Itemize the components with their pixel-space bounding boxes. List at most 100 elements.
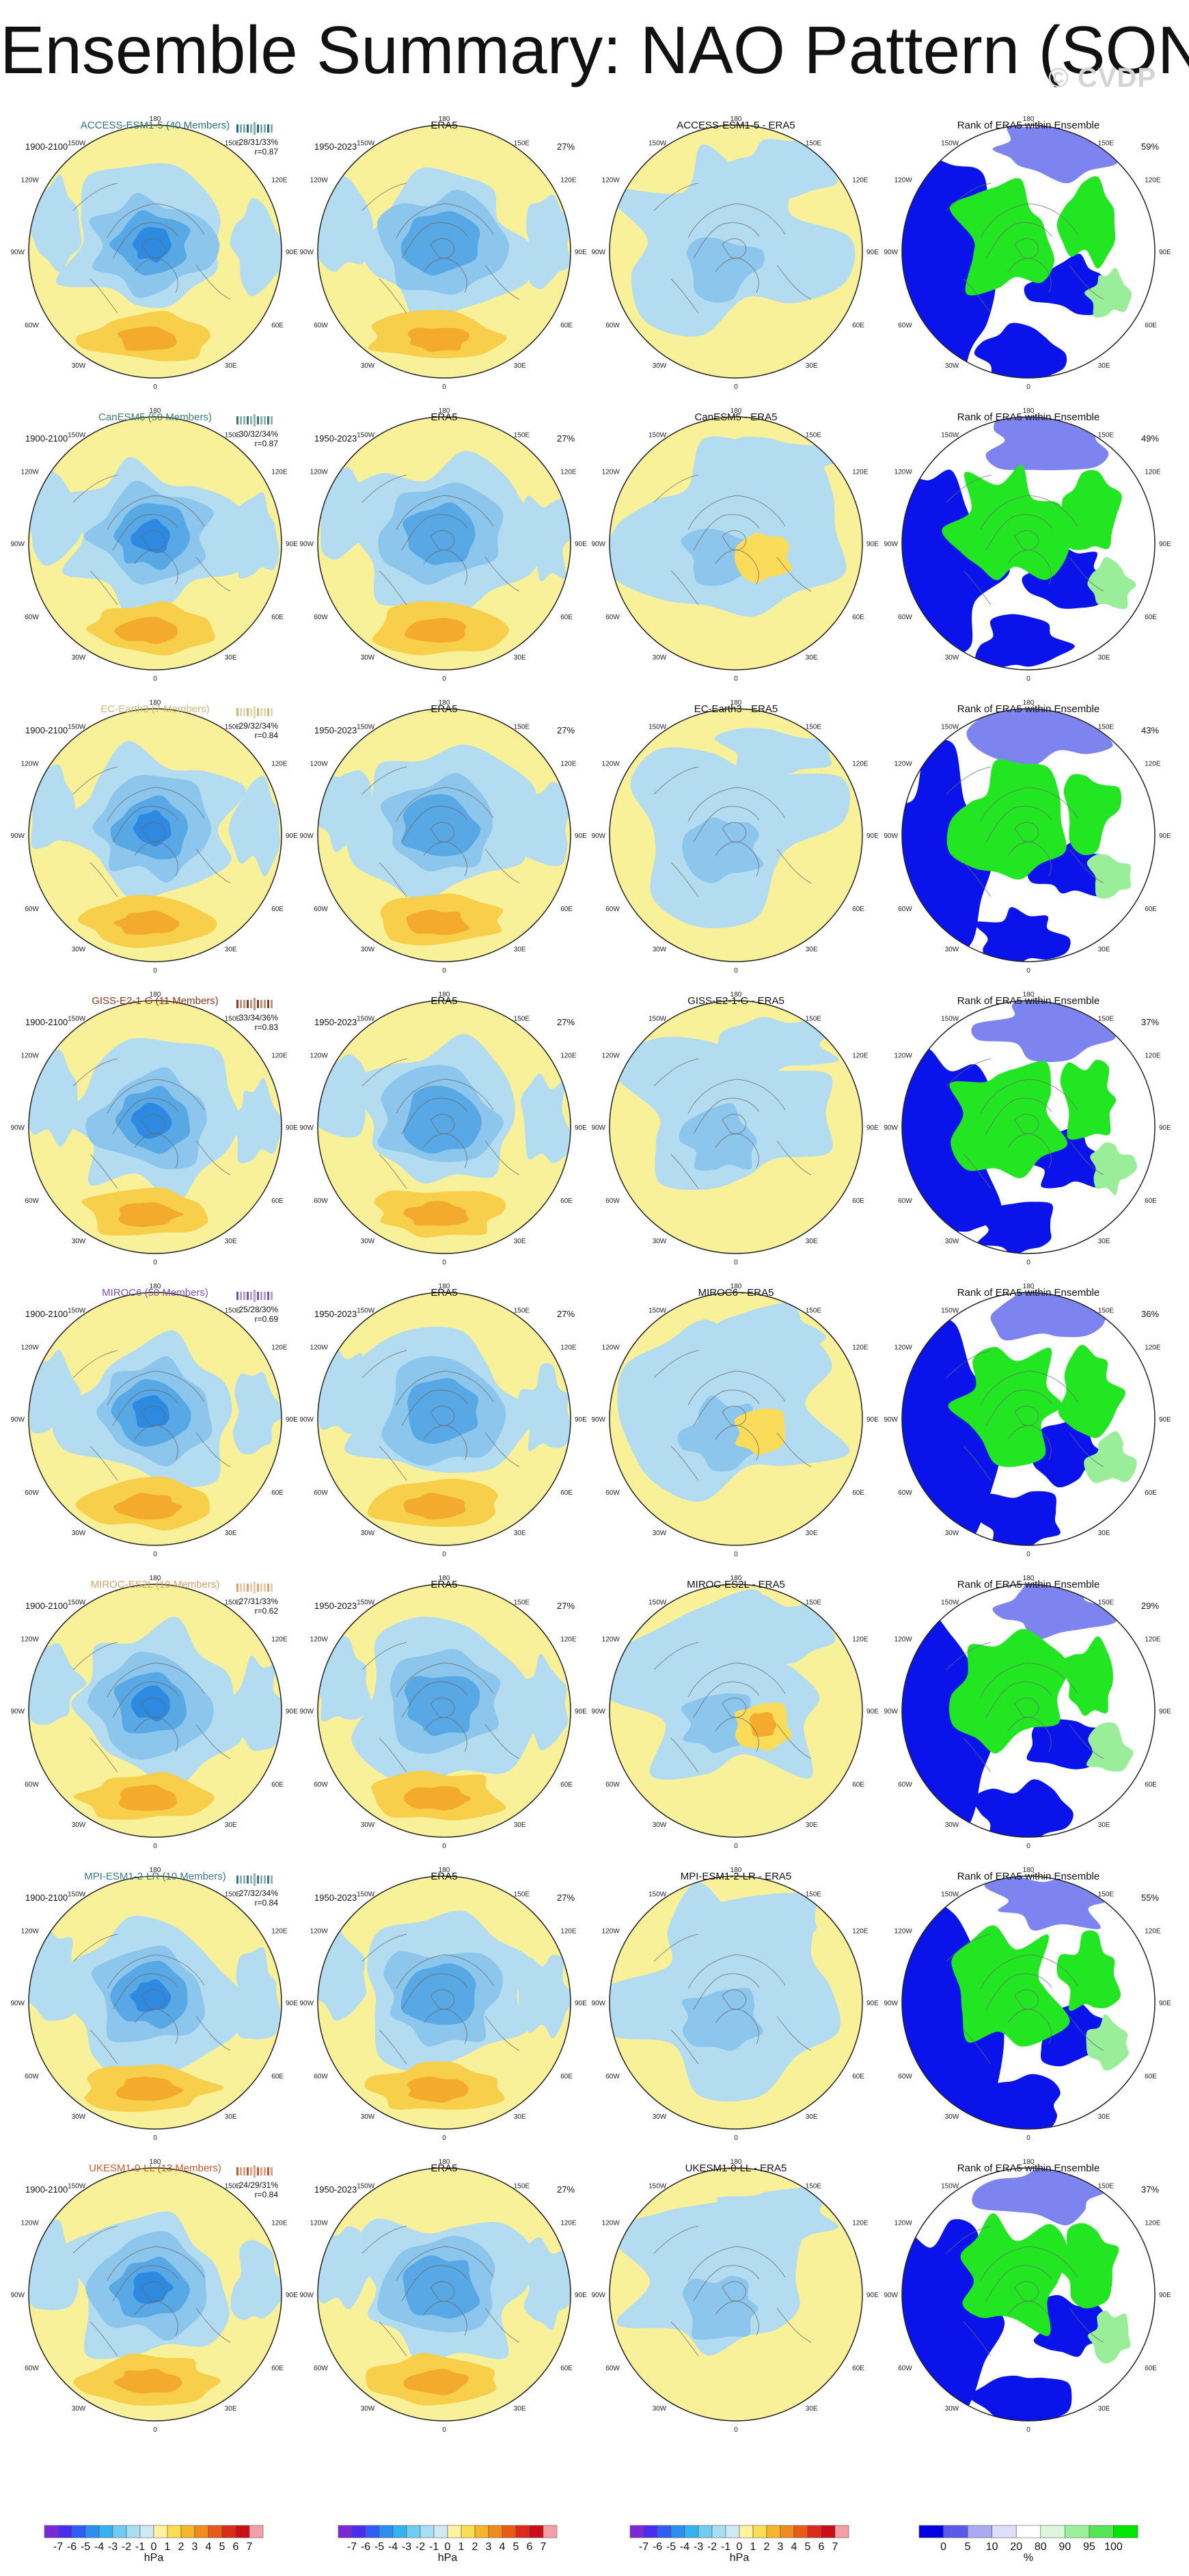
lon-label-bottom: 0 xyxy=(153,1551,157,1558)
lon-label-right: 90E xyxy=(575,1708,587,1716)
member-distribution-glyph xyxy=(234,706,275,718)
lon-label-upper-right-outer: 120E xyxy=(560,760,577,768)
lon-label-upper-right-outer: 120E xyxy=(271,468,288,476)
lon-label-upper-left-inner: 150W xyxy=(357,432,375,439)
lon-label-lower-right-outer: 60E xyxy=(560,1781,573,1789)
glyph-tick xyxy=(236,1875,238,1884)
colorbar-tick-label: -7 xyxy=(53,2541,63,2553)
lon-label-left: 90W xyxy=(591,832,605,840)
lon-label-right: 90E xyxy=(575,1416,587,1424)
colorbar-tick-label: 5 xyxy=(219,2541,226,2553)
lon-label-lower-left-inner: 30W xyxy=(945,1821,959,1829)
glyph-tick xyxy=(257,1875,259,1884)
colorbar-tick-label: -3 xyxy=(108,2541,118,2553)
lon-label-lower-left-outer: 60W xyxy=(25,322,39,329)
glyph-tick xyxy=(243,1875,245,1884)
lon-label-lower-right-inner: 30E xyxy=(514,362,526,370)
colorbar-unit: hPa xyxy=(730,2552,750,2564)
ensemble-stats: 25/28/30% r=0.69 xyxy=(230,1305,278,1324)
lon-label-right: 90E xyxy=(866,541,879,548)
glyph-tick xyxy=(240,124,242,133)
lon-label-upper-left-outer: 120W xyxy=(21,176,40,184)
model-title: CanESM5 (50 Members) xyxy=(98,411,212,423)
lon-label-upper-left-inner: 150W xyxy=(357,2183,375,2191)
lon-label-upper-right-outer: 120E xyxy=(271,760,288,768)
lon-label-lower-left-inner: 30W xyxy=(72,2113,86,2121)
lon-label-upper-right-inner: 150E xyxy=(806,432,822,439)
lon-label-lower-right-outer: 60E xyxy=(560,1197,573,1205)
lon-label-upper-right-outer: 120E xyxy=(271,1344,288,1351)
glyph-tick xyxy=(271,1875,273,1884)
lon-label-lower-right-inner: 30E xyxy=(514,2113,526,2121)
lon-label-lower-right-inner: 30E xyxy=(225,2405,237,2413)
lon-label-lower-right-inner: 30E xyxy=(1098,1238,1110,1245)
lon-label-lower-right-outer: 60E xyxy=(1145,2365,1157,2372)
ensemble-stats: 33/34/36% r=0.83 xyxy=(230,1013,278,1032)
glyph-tick xyxy=(247,1584,249,1592)
lon-label-lower-left-inner: 30W xyxy=(945,362,959,370)
lon-label-lower-left-inner: 30W xyxy=(653,2113,667,2121)
colorbar-tick-label: -6 xyxy=(361,2541,370,2553)
lon-label-upper-right-inner: 150E xyxy=(1098,140,1115,148)
lon-label-lower-right-inner: 30E xyxy=(225,1238,237,1245)
colorbar-tick-label: 3 xyxy=(486,2541,492,2553)
colorbar-tick-label: -2 xyxy=(122,2541,131,2553)
lon-label-top: 180 xyxy=(1023,1283,1035,1290)
lon-label-left: 90W xyxy=(10,1416,25,1424)
lon-label-lower-right-outer: 60E xyxy=(852,1197,864,1205)
lon-label-upper-right-inner: 150E xyxy=(514,1016,530,1023)
rank-pct: 49% xyxy=(1141,433,1160,444)
lon-label-top: 180 xyxy=(730,991,742,999)
era5-pct: 27% xyxy=(557,1893,575,1903)
stats-percentiles: 25/28/30% xyxy=(238,1305,278,1314)
glyph-tick xyxy=(240,2167,242,2175)
colorbar-tick-label: -2 xyxy=(415,2541,425,2553)
lon-label-upper-left-inner: 150W xyxy=(68,724,86,731)
glyph-tick xyxy=(243,1292,245,1300)
colorbar-tick-label: 4 xyxy=(500,2541,506,2553)
lon-label-lower-left-outer: 60W xyxy=(314,1197,328,1205)
lon-label-upper-right-inner: 150E xyxy=(1098,2183,1115,2191)
lon-label-top: 180 xyxy=(150,991,161,999)
glyph-tick xyxy=(264,124,266,133)
colorbar-tick-label: -3 xyxy=(694,2541,703,2553)
era5-pct: 27% xyxy=(557,725,575,735)
colorbar-swatch xyxy=(992,2525,1017,2538)
model-period: 1900-2100 xyxy=(25,725,68,735)
lon-label-left: 90W xyxy=(10,1124,25,1132)
lon-label-right: 90E xyxy=(1159,832,1171,840)
lon-label-upper-right-inner: 150E xyxy=(1098,724,1115,731)
lon-label-top: 180 xyxy=(150,116,161,123)
glyph-tick xyxy=(247,1875,249,1884)
glyph-tick xyxy=(247,1000,249,1008)
colorbar-swatch xyxy=(379,2525,394,2538)
glyph-tick xyxy=(240,708,242,716)
lon-label-lower-left-inner: 30W xyxy=(361,654,375,662)
colorbar-tick-label: 90 xyxy=(1058,2541,1071,2553)
lon-label-lower-right-inner: 30E xyxy=(1098,2113,1110,2121)
lon-label-lower-right-outer: 60E xyxy=(1145,2073,1157,2080)
lon-label-top: 180 xyxy=(439,2158,450,2166)
lon-label-upper-left-inner: 150W xyxy=(68,1891,86,1899)
colorbar-tick-label: 1 xyxy=(750,2541,756,2553)
colorbar-tick-label: -4 xyxy=(388,2541,398,2553)
lon-label-top: 180 xyxy=(1023,1867,1035,1874)
member-distribution-glyph xyxy=(234,1873,275,1886)
colorbar-swatch xyxy=(502,2525,517,2538)
lon-label-right: 90E xyxy=(286,1124,298,1132)
colorbar-tick-label: -4 xyxy=(94,2541,104,2553)
lon-label-upper-left-outer: 120W xyxy=(21,760,40,768)
lon-label-upper-left-inner: 150W xyxy=(941,1599,959,1607)
lon-label-lower-left-outer: 60W xyxy=(314,1781,328,1789)
lon-label-upper-right-inner: 150E xyxy=(225,2183,241,2191)
lon-label-upper-left-inner: 150W xyxy=(648,432,667,439)
glyph-tick xyxy=(247,1292,249,1300)
lon-label-right: 90E xyxy=(286,832,298,840)
era5-pct: 27% xyxy=(557,1017,575,1027)
era5-period: 1950-2023 xyxy=(314,1601,357,1611)
lon-label-lower-right-inner: 30E xyxy=(1098,362,1110,370)
lon-label-lower-right-outer: 60E xyxy=(560,614,573,621)
colorbar-tick-label: 7 xyxy=(541,2541,547,2553)
lon-label-left: 90W xyxy=(299,2000,314,2007)
lon-label-lower-left-outer: 60W xyxy=(314,322,328,329)
